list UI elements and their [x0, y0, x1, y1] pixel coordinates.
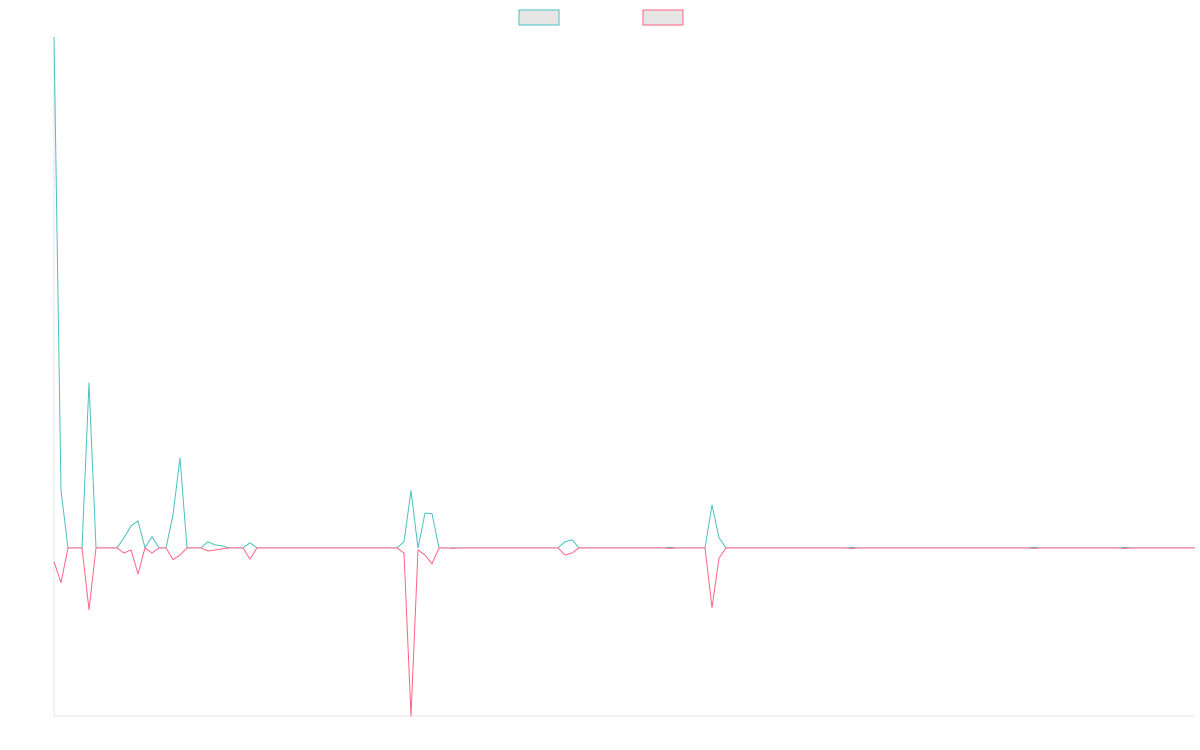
- series-line: [53, 547, 1195, 717]
- series-line: [53, 36, 1195, 549]
- legend-swatch: [518, 9, 560, 26]
- legend-swatch: [642, 9, 684, 26]
